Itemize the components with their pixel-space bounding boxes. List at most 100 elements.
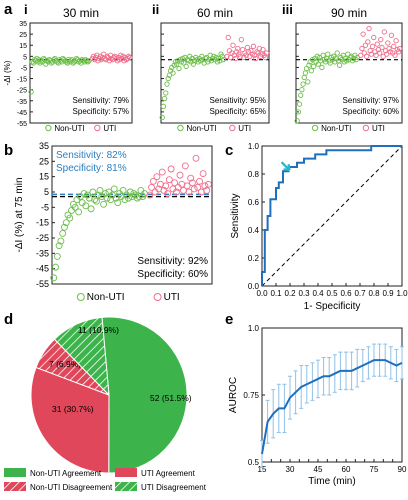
- panel-a-sub-iii: iii: [282, 2, 293, 17]
- legend-marker-non-uti: [311, 124, 319, 132]
- point-non-uti: [91, 196, 99, 204]
- annotation: Sensitivity: 92%: [137, 256, 208, 267]
- y-tick-label: 15: [39, 172, 49, 182]
- point-uti: [158, 168, 166, 176]
- point-non-uti: [110, 185, 118, 193]
- optimal-point-arrow: [280, 161, 291, 172]
- point-uti: [167, 165, 175, 173]
- panel-c-roc: 0.0 0.1 0.2 0.3 0.4 0.5 0.6 0.7 0.8 0.9 1.00.00.20…: [230, 142, 408, 312]
- y-tick-label: -15: [17, 77, 27, 84]
- y-axis-label: -ΔI (%): [3, 60, 12, 85]
- x-tick-label: 0.1: [270, 289, 282, 298]
- panel-label-d: d: [4, 311, 13, 328]
- point-uti: [188, 179, 196, 187]
- y-tick-label: -55: [36, 279, 49, 289]
- x-tick-label: 0.4: [312, 289, 324, 298]
- x-tick-label: 0.3: [298, 289, 310, 298]
- annotation: Specificity: 60%: [343, 107, 399, 116]
- point-non-uti: [96, 187, 104, 194]
- point-non-uti: [220, 57, 227, 63]
- y-tick-label: -25: [17, 88, 27, 95]
- point-uti: [366, 25, 372, 32]
- point-non-uti: [176, 65, 182, 72]
- point-uti: [185, 188, 193, 196]
- x-tick-label: 60: [342, 465, 351, 474]
- point-uti: [224, 53, 230, 59]
- legend-marker-uti: [229, 124, 236, 132]
- point-uti: [260, 47, 266, 53]
- y-tick-label: 1.0: [248, 324, 260, 333]
- point-uti: [162, 182, 170, 190]
- panel-a-sub-ii: ii: [152, 2, 159, 17]
- point-uti: [365, 39, 371, 45]
- point-uti: [391, 43, 397, 49]
- pie-slice-label: 52 (51.5%): [150, 393, 192, 403]
- y-tick-label: -35: [17, 99, 27, 106]
- point-non-uti: [130, 190, 138, 197]
- point-non-uti: [135, 193, 143, 201]
- point-non-uti: [298, 92, 304, 98]
- point-uti: [379, 44, 385, 51]
- point-uti: [232, 55, 239, 62]
- point-uti: [237, 53, 243, 59]
- x-tick-label: 75: [370, 465, 379, 474]
- point-uti: [230, 42, 236, 48]
- legend-marker-non-uti: [177, 124, 184, 132]
- y-tick-label: 25: [39, 156, 49, 166]
- plot-frame: [261, 327, 403, 463]
- point-uti: [190, 185, 198, 193]
- legend-swatch: [4, 468, 26, 477]
- point-non-uti: [181, 60, 187, 66]
- point-non-uti: [121, 196, 129, 204]
- point-non-uti: [94, 191, 102, 199]
- y-tick-label: 0.6: [248, 198, 260, 207]
- point-uti: [263, 50, 270, 56]
- legend-marker-uti: [153, 293, 162, 301]
- legend-label: UTI Agreement: [141, 469, 196, 478]
- legend-label-non-uti: Non-UTI: [54, 124, 84, 133]
- y-tick-label: -25: [36, 233, 49, 243]
- point-uti: [164, 190, 172, 197]
- point-non-uti: [161, 95, 168, 102]
- legend-label: Non-UTI Agreement: [30, 469, 102, 478]
- point-non-uti: [71, 203, 79, 211]
- point-uti: [243, 52, 249, 58]
- point-non-uti: [318, 58, 324, 64]
- point-uti: [253, 55, 259, 62]
- panel-label-c: c: [225, 142, 233, 159]
- y-tick-label: -5: [41, 202, 49, 212]
- point-uti: [181, 162, 189, 170]
- y-tick-label: 25: [19, 32, 27, 39]
- point-uti: [248, 48, 254, 54]
- annotation: Sensitivity: 97%: [343, 96, 399, 105]
- point-uti: [239, 47, 246, 53]
- y-tick-label: 5: [44, 187, 49, 197]
- diagonal-reference-line: [261, 145, 403, 287]
- point-non-uti: [57, 237, 65, 245]
- x-axis-label: 1- Specificity: [304, 301, 361, 312]
- point-non-uti: [308, 68, 314, 74]
- point-uti: [176, 171, 184, 179]
- legend-label-uti: UTI: [164, 292, 180, 303]
- point-non-uti: [165, 75, 171, 82]
- point-non-uti: [82, 202, 90, 210]
- point-non-uti: [126, 188, 134, 196]
- y-tick-label: 35: [19, 21, 27, 28]
- legend-label: Non-UTI Disagreement: [30, 483, 113, 492]
- point-non-uti: [202, 55, 209, 62]
- x-tick-label: 1.0: [396, 289, 408, 298]
- point-uti: [392, 52, 398, 58]
- legend-swatch: [115, 482, 137, 491]
- point-non-uti: [296, 101, 303, 107]
- point-uti: [238, 37, 245, 43]
- pie-slice-label: 31 (30.7%): [52, 404, 94, 414]
- legend-swatch: [4, 482, 26, 491]
- pie-slice: [30, 366, 110, 474]
- panel-d-pie: 52 (51.5%) 31 (30.7%) 7 (6.9%) 11 (10.9%) No…: [4, 316, 207, 492]
- point-uti: [374, 41, 380, 47]
- point-uti: [393, 38, 399, 44]
- point-uti: [376, 50, 383, 56]
- point-non-uti: [55, 242, 63, 250]
